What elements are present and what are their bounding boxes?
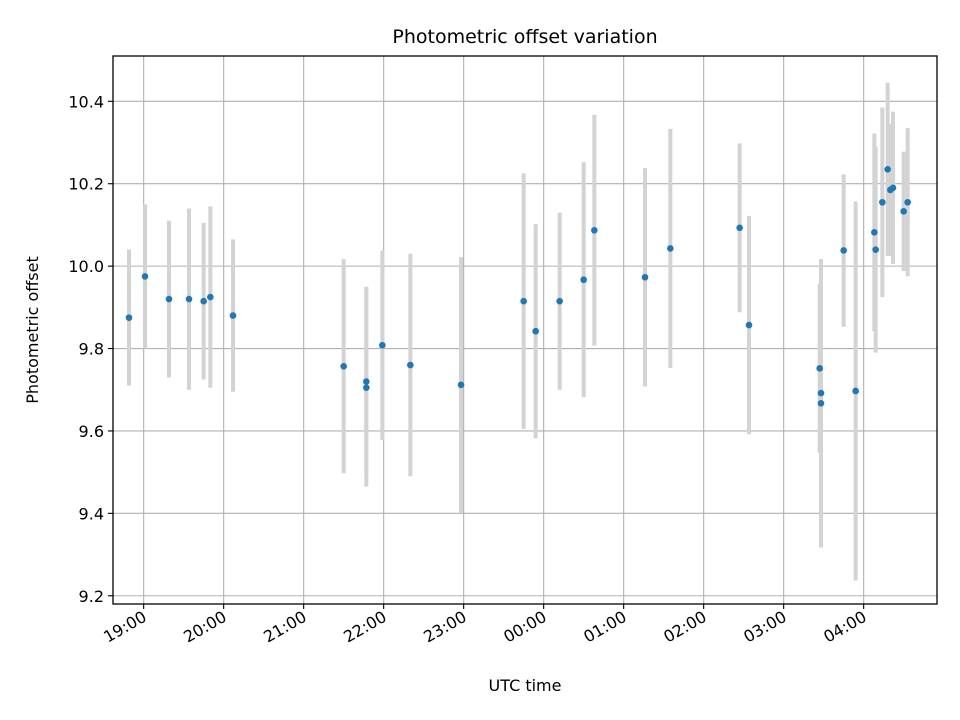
data-point: [817, 400, 825, 407]
data-point: [591, 226, 598, 234]
data-point: [407, 361, 414, 369]
data-point: [363, 378, 370, 385]
data-point: [532, 327, 539, 335]
y-tick-label: 9.6: [79, 422, 104, 441]
data-point: [871, 229, 878, 236]
data-point: [141, 273, 149, 280]
data-point: [185, 295, 193, 303]
data-point: [520, 297, 527, 305]
y-tick-label: 10.4: [68, 92, 104, 111]
data-point: [736, 224, 743, 232]
data-point: [229, 312, 237, 319]
y-tick-label: 9.4: [79, 504, 104, 523]
y-axis-ticks: 9.2 9.4 9.6 9.8 10.0 10.2 10.4: [68, 92, 113, 606]
data-point: [900, 208, 907, 215]
data-point: [884, 166, 891, 173]
data-point: [872, 246, 879, 253]
data-point: [816, 365, 823, 372]
y-axis-label: Photometric offset: [23, 256, 42, 404]
data-point: [340, 362, 347, 370]
y-tick-label: 10.2: [68, 175, 104, 194]
plot-frame: [112, 55, 938, 605]
data-point: [165, 295, 173, 303]
data-point: [200, 297, 207, 305]
data-point: [207, 293, 214, 301]
data-point: [879, 198, 886, 206]
y-tick-label: 9.2: [79, 587, 104, 606]
data-point: [641, 273, 649, 281]
data-point: [457, 381, 465, 389]
data-point: [840, 247, 847, 254]
y-tick-label: 9.8: [79, 340, 104, 359]
y-tick-label: 10.0: [68, 257, 104, 276]
data-point: [580, 276, 587, 284]
data-point: [125, 314, 133, 321]
data-point: [852, 387, 859, 395]
x-axis-label: UTC time: [489, 676, 562, 695]
data-point: [889, 184, 897, 192]
data-point: [363, 384, 370, 391]
data-points: [125, 166, 911, 407]
chart-title: Photometric offset variation: [392, 26, 657, 48]
data-point: [745, 321, 753, 329]
data-point: [379, 341, 386, 349]
data-point: [556, 297, 563, 305]
data-point: [817, 389, 825, 397]
data-point: [904, 198, 911, 206]
data-point: [667, 245, 674, 252]
